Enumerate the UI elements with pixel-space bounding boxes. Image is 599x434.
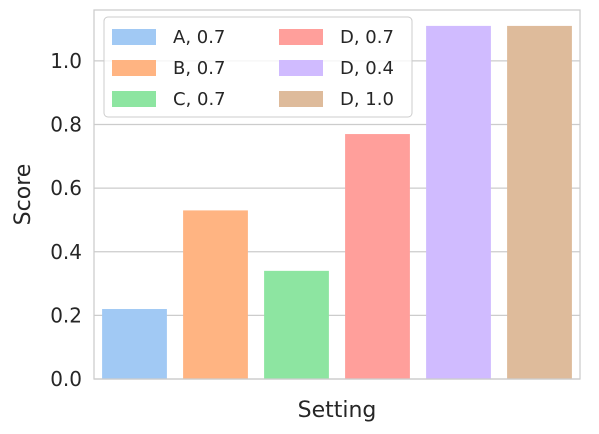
- legend-swatch-2: [112, 60, 156, 76]
- bar-1: [102, 309, 167, 379]
- legend: A, 0.7 B, 0.7 C, 0.7 D, 0.7 D, 0.4 D, 1.0: [103, 16, 413, 118]
- y-tick-label: 0.0: [50, 367, 82, 391]
- y-tick-label: 0.6: [50, 176, 82, 200]
- bar-2: [183, 210, 248, 379]
- legend-entry-2: B, 0.7: [173, 58, 225, 79]
- legend-swatch-1: [112, 29, 156, 45]
- legend-entry-6: D, 1.0: [340, 89, 394, 110]
- bar-6: [507, 25, 572, 379]
- y-tick-label: 0.2: [50, 303, 82, 327]
- legend-entry-3: C, 0.7: [173, 89, 226, 110]
- y-tick-label: 0.4: [50, 240, 82, 264]
- plot-frame: [93, 9, 581, 380]
- y-axis-label: Score: [11, 164, 36, 226]
- legend-swatch-5: [279, 60, 323, 76]
- bar-4: [345, 134, 410, 379]
- y-tick-label: 1.0: [50, 49, 82, 73]
- bar-5: [426, 25, 491, 379]
- y-tick-label: 0.8: [50, 113, 82, 137]
- legend-swatch-3: [112, 91, 156, 107]
- y-tick-labels: 0.0 0.2 0.4 0.6 0.8 1.0: [50, 49, 82, 391]
- legend-box: [103, 16, 413, 118]
- legend-entry-1: A, 0.7: [173, 27, 225, 48]
- legend-swatch-4: [279, 29, 323, 45]
- legend-entry-4: D, 0.7: [340, 27, 394, 48]
- legend-entry-5: D, 0.4: [340, 58, 394, 79]
- bars: [102, 25, 572, 379]
- x-axis-label: Setting: [298, 398, 377, 423]
- bar-3: [264, 270, 329, 379]
- legend-swatch-6: [279, 91, 323, 107]
